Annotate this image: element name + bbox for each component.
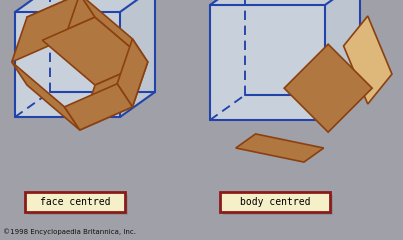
Polygon shape — [120, 0, 155, 117]
Polygon shape — [210, 0, 360, 5]
Polygon shape — [325, 0, 360, 120]
Polygon shape — [12, 62, 80, 130]
Polygon shape — [12, 0, 80, 62]
Polygon shape — [64, 84, 133, 130]
Polygon shape — [80, 0, 148, 62]
FancyBboxPatch shape — [25, 192, 125, 212]
Polygon shape — [15, 0, 155, 12]
Polygon shape — [15, 12, 120, 117]
FancyBboxPatch shape — [220, 192, 330, 212]
Polygon shape — [343, 16, 392, 104]
Text: face centred: face centred — [40, 197, 110, 207]
Polygon shape — [236, 134, 324, 162]
Text: ©1998 Encyclopaedia Britannica, Inc.: ©1998 Encyclopaedia Britannica, Inc. — [3, 228, 136, 235]
FancyBboxPatch shape — [28, 195, 128, 215]
Text: body centred: body centred — [240, 197, 310, 207]
FancyBboxPatch shape — [223, 195, 333, 215]
Polygon shape — [210, 5, 325, 120]
Polygon shape — [27, 0, 95, 40]
Polygon shape — [117, 39, 148, 107]
Polygon shape — [80, 62, 148, 130]
Polygon shape — [42, 17, 148, 85]
Polygon shape — [284, 44, 372, 132]
